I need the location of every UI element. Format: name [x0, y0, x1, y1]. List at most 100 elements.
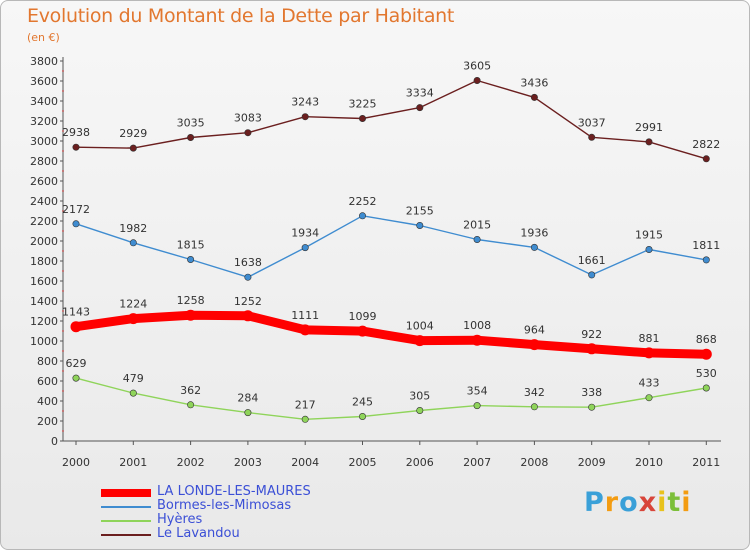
- data-label: 922: [581, 328, 602, 341]
- data-label: 3605: [463, 60, 491, 73]
- data-point: [357, 325, 368, 337]
- legend-swatch: [101, 534, 151, 536]
- data-point: [299, 324, 311, 336]
- data-point: [414, 335, 426, 347]
- y-tick-label: 1000: [30, 335, 58, 348]
- series-line: [75, 215, 707, 278]
- data-point: [416, 406, 424, 414]
- legend-swatch: [101, 520, 151, 522]
- data-label: 3436: [520, 76, 548, 89]
- data-point: [645, 394, 653, 402]
- data-label: 1811: [692, 239, 720, 252]
- y-tick-label: 0: [51, 435, 58, 448]
- logo-letter: P: [584, 487, 605, 518]
- data-point: [72, 220, 80, 228]
- x-tick-label: 2004: [291, 456, 319, 469]
- data-label: 1936: [520, 226, 548, 239]
- data-label: 245: [352, 396, 373, 409]
- data-point: [129, 389, 137, 397]
- legend-label: Hyères: [157, 512, 203, 527]
- chart-subtitle: (en €): [27, 31, 60, 44]
- y-tick-label: 3000: [30, 135, 58, 148]
- logo-letter: o: [619, 487, 639, 518]
- data-point: [471, 334, 483, 346]
- data-label: 1143: [62, 306, 90, 319]
- data-point: [530, 243, 538, 251]
- data-point: [528, 339, 540, 351]
- data-point: [185, 309, 197, 321]
- y-tick-label: 2400: [30, 195, 58, 208]
- data-point: [586, 343, 598, 355]
- y-tick-label: 3600: [30, 75, 58, 88]
- data-point: [358, 115, 366, 123]
- data-point: [129, 239, 137, 247]
- data-point: [473, 77, 481, 85]
- x-tick-label: 2001: [119, 456, 147, 469]
- chart-title: Evolution du Montant de la Dette par Hab…: [27, 5, 455, 27]
- data-label: 1661: [578, 254, 606, 267]
- data-label: 284: [237, 392, 258, 405]
- data-label: 1258: [177, 294, 205, 307]
- data-label: 1638: [234, 256, 262, 269]
- x-tick-label: 2003: [234, 456, 262, 469]
- data-point: [358, 412, 366, 420]
- logo-letter: i: [681, 487, 692, 518]
- data-label: 2252: [349, 195, 377, 208]
- data-label: 342: [524, 386, 545, 399]
- data-point: [416, 104, 424, 112]
- y-tick-label: 1400: [30, 295, 58, 308]
- logo-letter: x: [638, 487, 658, 518]
- data-label: 3334: [406, 87, 434, 100]
- data-label: 1008: [463, 319, 491, 332]
- data-point: [129, 144, 137, 152]
- y-tick-label: 1800: [30, 255, 58, 268]
- data-point: [244, 273, 252, 281]
- data-label: 2015: [463, 219, 491, 232]
- data-label: 3037: [578, 116, 606, 129]
- logo-letter: t: [667, 487, 682, 518]
- data-point: [301, 113, 309, 121]
- data-point: [72, 143, 80, 151]
- x-tick-label: 2006: [406, 456, 434, 469]
- data-label: 2938: [62, 126, 90, 139]
- y-tick-label: 400: [37, 395, 58, 408]
- data-point: [702, 256, 710, 264]
- y-tick-label: 3200: [30, 115, 58, 128]
- data-label: 881: [639, 332, 660, 345]
- data-point: [588, 271, 596, 279]
- data-point: [358, 212, 366, 220]
- data-point: [702, 155, 710, 163]
- data-point: [530, 93, 538, 101]
- x-tick-label: 2009: [578, 456, 606, 469]
- data-point: [127, 313, 139, 325]
- legend-swatch: [101, 506, 151, 508]
- data-point: [244, 409, 252, 417]
- data-label: 362: [180, 384, 201, 397]
- y-tick-label: 2600: [30, 175, 58, 188]
- data-label: 1934: [291, 227, 319, 240]
- y-tick-label: 2800: [30, 155, 58, 168]
- legend-swatch: [101, 489, 151, 497]
- data-label: 868: [696, 333, 717, 346]
- x-tick-label: 2011: [692, 456, 720, 469]
- x-tick-label: 2000: [62, 456, 90, 469]
- data-label: 479: [123, 372, 144, 385]
- data-label: 964: [524, 324, 545, 337]
- y-tick-label: 1600: [30, 275, 58, 288]
- logo-letter: i: [657, 487, 668, 518]
- data-label: 217: [295, 398, 316, 411]
- data-label: 1004: [406, 320, 434, 333]
- data-label: 1915: [635, 229, 663, 242]
- y-tick-label: 800: [37, 355, 58, 368]
- data-label: 2172: [62, 203, 90, 216]
- data-point: [72, 374, 80, 382]
- data-point: [301, 244, 309, 252]
- data-point: [700, 348, 712, 360]
- data-label: 2991: [635, 121, 663, 134]
- y-tick-label: 1200: [30, 315, 58, 328]
- data-point: [70, 321, 82, 333]
- data-label: 2822: [692, 138, 720, 151]
- data-label: 338: [581, 386, 602, 399]
- y-tick-label: 3400: [30, 95, 58, 108]
